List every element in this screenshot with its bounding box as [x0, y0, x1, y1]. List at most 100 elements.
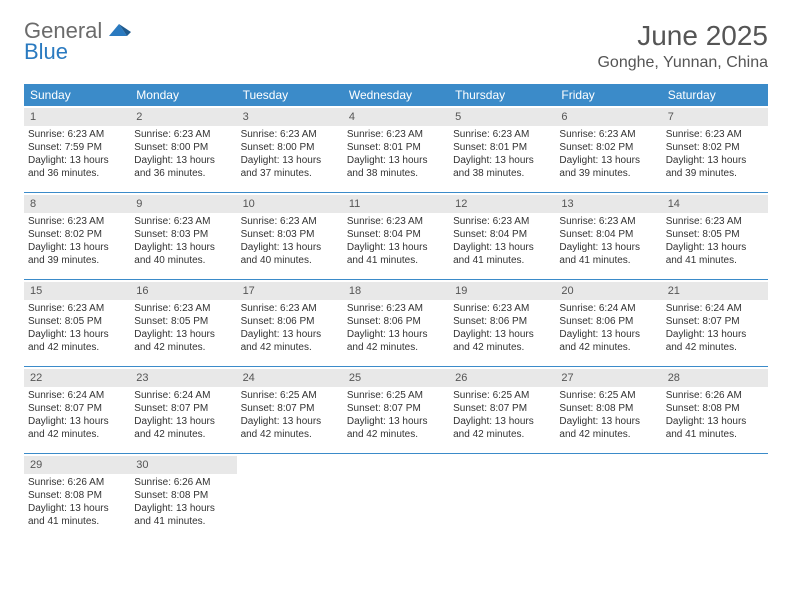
daylight-text: Daylight: 13 hours and 41 minutes.	[28, 502, 126, 528]
sunset-text: Sunset: 8:02 PM	[559, 141, 657, 154]
dow-monday: Monday	[130, 84, 236, 106]
logo-triangle-icon	[109, 20, 131, 41]
sunrise-text: Sunrise: 6:26 AM	[28, 476, 126, 489]
sunset-text: Sunset: 8:07 PM	[134, 402, 232, 415]
day-cell: 20 Sunrise: 6:24 AMSunset: 8:06 PMDayligh…	[555, 280, 661, 366]
day-number: 15	[24, 282, 130, 300]
day-cell: 29Sunrise: 6:26 AMSunset: 8:08 PMDayligh…	[24, 454, 130, 540]
header: General Blue June 2025 Gonghe, Yunnan, C…	[24, 20, 768, 72]
dow-saturday: Saturday	[662, 84, 768, 106]
day-cell: 13Sunrise: 6:23 AMSunset: 8:04 PMDayligh…	[555, 193, 661, 279]
daylight-text: Daylight: 13 hours and 41 minutes.	[347, 241, 445, 267]
dow-wednesday: Wednesday	[343, 84, 449, 106]
week-row: 22Sunrise: 6:24 AMSunset: 8:07 PMDayligh…	[24, 367, 768, 454]
day-cell: 19Sunrise: 6:23 AMSunset: 8:06 PMDayligh…	[449, 280, 555, 366]
day-cell: 4Sunrise: 6:23 AMSunset: 8:01 PMDaylight…	[343, 106, 449, 192]
day-cell: 8Sunrise: 6:23 AMSunset: 8:02 PMDaylight…	[24, 193, 130, 279]
day-cell: 30Sunrise: 6:26 AMSunset: 8:08 PMDayligh…	[130, 454, 236, 540]
daylight-text: Daylight: 13 hours and 42 minutes.	[28, 415, 126, 441]
day-cell	[555, 454, 661, 540]
day-cell: 2Sunrise: 6:23 AMSunset: 8:00 PMDaylight…	[130, 106, 236, 192]
month-title: June 2025	[597, 20, 768, 52]
day-number: 8	[24, 195, 130, 213]
sunset-text: Sunset: 8:00 PM	[134, 141, 232, 154]
daylight-text: Daylight: 13 hours and 41 minutes.	[666, 241, 764, 267]
sunrise-text: Sunrise: 6:23 AM	[453, 128, 551, 141]
daylight-text: Daylight: 13 hours and 42 minutes.	[134, 415, 232, 441]
calendar: Sunday Monday Tuesday Wednesday Thursday…	[24, 84, 768, 540]
daylight-text: Daylight: 13 hours and 42 minutes.	[559, 415, 657, 441]
sunrise-text: Sunrise: 6:23 AM	[559, 128, 657, 141]
sunrise-text: Sunrise: 6:23 AM	[241, 215, 339, 228]
dow-friday: Friday	[555, 84, 661, 106]
sunset-text: Sunset: 8:06 PM	[559, 315, 657, 328]
day-cell	[449, 454, 555, 540]
day-number: 3	[237, 108, 343, 126]
day-cell: 15Sunrise: 6:23 AMSunset: 8:05 PMDayligh…	[24, 280, 130, 366]
dow-thursday: Thursday	[449, 84, 555, 106]
sunrise-text: Sunrise: 6:25 AM	[241, 389, 339, 402]
day-number: 21	[662, 282, 768, 300]
day-cell: 5Sunrise: 6:23 AMSunset: 8:01 PMDaylight…	[449, 106, 555, 192]
logo-text-2: Blue	[24, 41, 131, 63]
sunset-text: Sunset: 8:05 PM	[666, 228, 764, 241]
sunrise-text: Sunrise: 6:23 AM	[28, 128, 126, 141]
day-cell: 7Sunrise: 6:23 AMSunset: 8:02 PMDaylight…	[662, 106, 768, 192]
day-cell: 23Sunrise: 6:24 AMSunset: 8:07 PMDayligh…	[130, 367, 236, 453]
sunset-text: Sunset: 8:01 PM	[347, 141, 445, 154]
sunset-text: Sunset: 8:07 PM	[666, 315, 764, 328]
week-row: 15Sunrise: 6:23 AMSunset: 8:05 PMDayligh…	[24, 280, 768, 367]
day-cell	[343, 454, 449, 540]
sunrise-text: Sunrise: 6:23 AM	[241, 302, 339, 315]
day-number: 30	[130, 456, 236, 474]
day-cell: 22Sunrise: 6:24 AMSunset: 8:07 PMDayligh…	[24, 367, 130, 453]
day-cell: 12Sunrise: 6:23 AMSunset: 8:04 PMDayligh…	[449, 193, 555, 279]
daylight-text: Daylight: 13 hours and 42 minutes.	[559, 328, 657, 354]
day-cell: 17Sunrise: 6:23 AMSunset: 8:06 PMDayligh…	[237, 280, 343, 366]
daylight-text: Daylight: 13 hours and 41 minutes.	[559, 241, 657, 267]
day-number: 1	[24, 108, 130, 126]
sunset-text: Sunset: 8:02 PM	[28, 228, 126, 241]
sunrise-text: Sunrise: 6:24 AM	[559, 302, 657, 315]
daylight-text: Daylight: 13 hours and 39 minutes.	[666, 154, 764, 180]
sunrise-text: Sunrise: 6:26 AM	[666, 389, 764, 402]
daylight-text: Daylight: 13 hours and 36 minutes.	[134, 154, 232, 180]
day-number: 23	[130, 369, 236, 387]
day-cell: 10Sunrise: 6:23 AMSunset: 8:03 PMDayligh…	[237, 193, 343, 279]
daylight-text: Daylight: 13 hours and 40 minutes.	[134, 241, 232, 267]
day-number: 2	[130, 108, 236, 126]
sunset-text: Sunset: 8:07 PM	[453, 402, 551, 415]
day-cell	[662, 454, 768, 540]
day-number: 20	[555, 282, 661, 300]
daylight-text: Daylight: 13 hours and 42 minutes.	[347, 415, 445, 441]
sunset-text: Sunset: 8:08 PM	[134, 489, 232, 502]
day-number: 22	[24, 369, 130, 387]
day-cell: 28Sunrise: 6:26 AMSunset: 8:08 PMDayligh…	[662, 367, 768, 453]
sunrise-text: Sunrise: 6:23 AM	[666, 215, 764, 228]
day-number: 19	[449, 282, 555, 300]
sunrise-text: Sunrise: 6:23 AM	[28, 302, 126, 315]
sunrise-text: Sunrise: 6:23 AM	[559, 215, 657, 228]
daylight-text: Daylight: 13 hours and 41 minutes.	[453, 241, 551, 267]
sunrise-text: Sunrise: 6:23 AM	[666, 128, 764, 141]
sunset-text: Sunset: 8:05 PM	[28, 315, 126, 328]
day-cell: 9Sunrise: 6:23 AMSunset: 8:03 PMDaylight…	[130, 193, 236, 279]
day-number: 18	[343, 282, 449, 300]
sunset-text: Sunset: 8:04 PM	[347, 228, 445, 241]
sunset-text: Sunset: 8:02 PM	[666, 141, 764, 154]
sunset-text: Sunset: 8:00 PM	[241, 141, 339, 154]
daylight-text: Daylight: 13 hours and 42 minutes.	[241, 415, 339, 441]
sunset-text: Sunset: 8:03 PM	[134, 228, 232, 241]
sunset-text: Sunset: 8:06 PM	[241, 315, 339, 328]
sunset-text: Sunset: 8:04 PM	[559, 228, 657, 241]
title-block: June 2025 Gonghe, Yunnan, China	[597, 20, 768, 72]
daylight-text: Daylight: 13 hours and 38 minutes.	[347, 154, 445, 180]
sunset-text: Sunset: 8:08 PM	[559, 402, 657, 415]
day-number: 9	[130, 195, 236, 213]
daylight-text: Daylight: 13 hours and 37 minutes.	[241, 154, 339, 180]
day-cell: 14Sunrise: 6:23 AMSunset: 8:05 PMDayligh…	[662, 193, 768, 279]
daylight-text: Daylight: 13 hours and 42 minutes.	[241, 328, 339, 354]
sunset-text: Sunset: 8:08 PM	[666, 402, 764, 415]
day-cell: 3Sunrise: 6:23 AMSunset: 8:00 PMDaylight…	[237, 106, 343, 192]
sunrise-text: Sunrise: 6:26 AM	[134, 476, 232, 489]
